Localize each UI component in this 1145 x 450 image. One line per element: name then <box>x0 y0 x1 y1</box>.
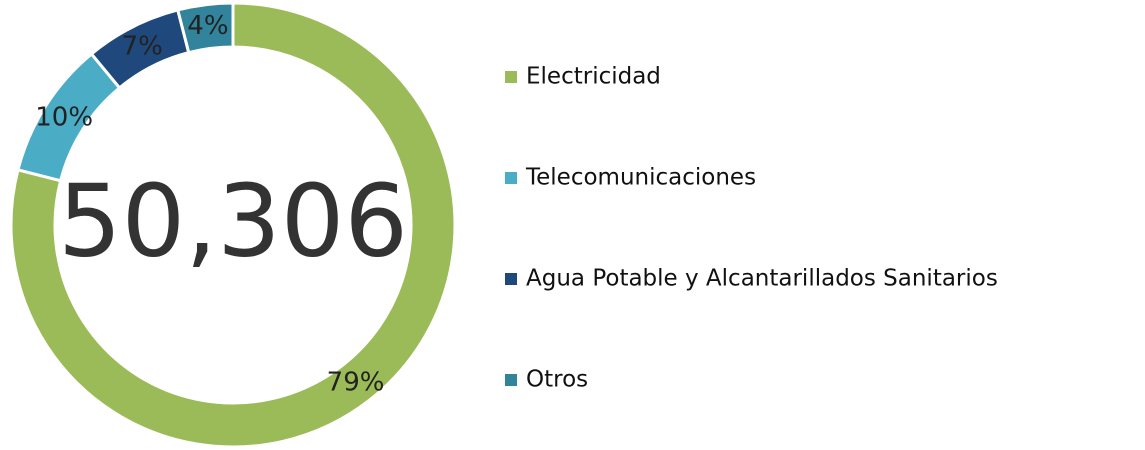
slice-label: 10% <box>35 102 93 132</box>
donut <box>9 1 457 449</box>
legend-label: Telecomunicaciones <box>525 165 756 191</box>
center-total: 50,306 <box>58 162 408 279</box>
slice <box>9 1 457 449</box>
slice <box>175 1 235 55</box>
legend-label: Otros <box>526 367 588 393</box>
legend-swatch <box>505 71 517 83</box>
legend-label: Agua Potable y Alcantarillados Sanitario… <box>526 266 998 292</box>
legend-label: Electricidad <box>526 64 661 90</box>
slice-label: 79% <box>327 368 385 398</box>
slice-label: 7% <box>122 31 163 61</box>
legend-swatch <box>505 374 517 386</box>
slice-label: 4% <box>187 11 228 41</box>
legend-swatch <box>505 273 517 285</box>
legend-swatch <box>505 172 517 184</box>
